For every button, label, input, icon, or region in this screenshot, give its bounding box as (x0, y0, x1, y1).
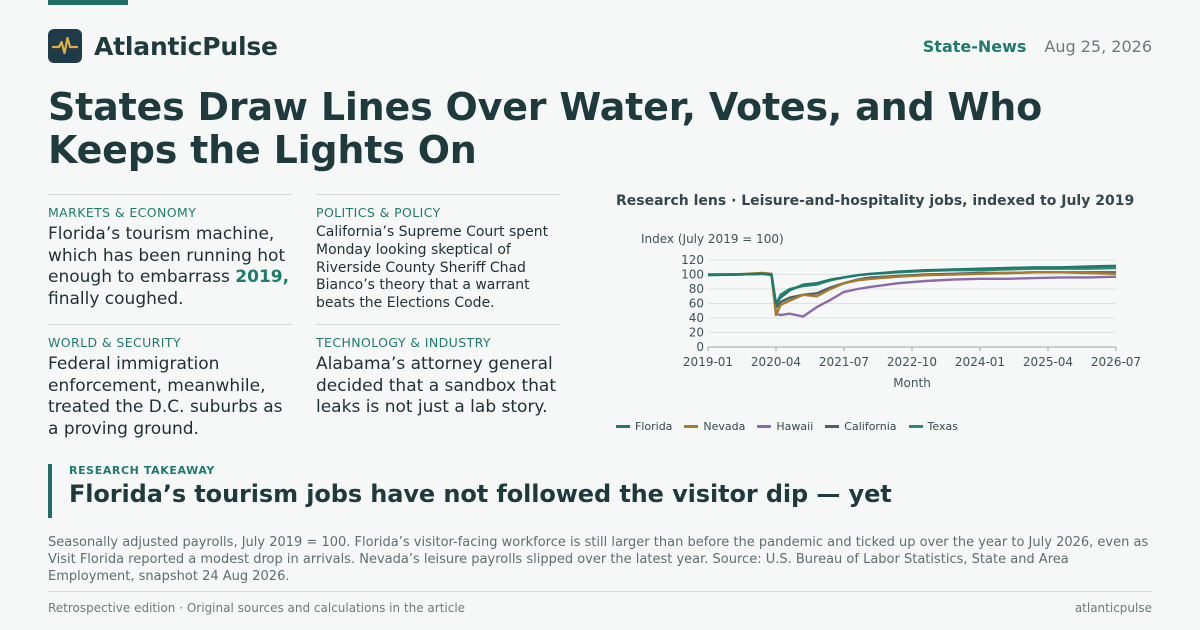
y-tick-label: 120 (681, 253, 704, 267)
accent-bar (48, 0, 128, 5)
pulse-icon (48, 29, 82, 63)
x-axis-label: Month (893, 376, 931, 390)
legend-swatch (757, 425, 772, 428)
x-tick-label: 2019-01 (683, 355, 733, 369)
brand[interactable]: AtlanticPulse (48, 29, 278, 63)
series-line-florida (707, 264, 1117, 305)
legend-swatch (908, 425, 923, 428)
chart-title: Research lens · Leisure-and-hospitality … (616, 193, 1135, 209)
brief-text: Federal immigration enforcement, meanwhi… (48, 354, 283, 440)
footer-edition: Retrospective edition · Original sources… (48, 601, 466, 615)
brief-text: California’s Supreme Court spent Monday … (316, 224, 549, 312)
legend-label: Florida (635, 420, 673, 433)
y-axis-label: Index (July 2019 = 100) (641, 232, 784, 246)
headline: States Draw Lines Over Water, Votes, and… (48, 85, 1042, 172)
x-tick-label: 2020-04 (751, 355, 801, 369)
brief-markets[interactable]: MARKETS & ECONOMY Florida’s tourism mach… (48, 194, 292, 311)
series-line-hawaii (708, 272, 1117, 318)
legend-item-nevada: Nevada (684, 420, 745, 433)
brief-kicker: WORLD & SECURITY (48, 335, 181, 350)
footer-site[interactable]: atlanticpulse (1074, 601, 1152, 615)
chart-caption: Seasonally adjusted payrolls, July 2019 … (48, 535, 1149, 584)
legend-label: Hawaii (776, 420, 814, 433)
legend-swatch (825, 425, 840, 428)
brief-kicker: MARKETS & ECONOMY (48, 205, 197, 220)
brief-highlight: 2019, (235, 267, 290, 288)
brief-technology[interactable]: TECHNOLOGY & INDUSTRY Alabama’s attorney… (316, 324, 560, 419)
legend-item-hawaii: Hawaii (757, 420, 813, 433)
x-tick-label: 2025-04 (1023, 355, 1073, 369)
legend-label: Nevada (703, 420, 746, 433)
brief-world[interactable]: WORLD & SECURITY Federal immigration enf… (48, 324, 292, 441)
legend-item-texas: Texas (908, 420, 958, 433)
footer-divider (48, 591, 1152, 592)
y-tick-label: 0 (696, 340, 704, 354)
legend-label: Texas (927, 420, 958, 433)
brand-name: AtlanticPulse (94, 31, 278, 61)
takeaway-title: Florida’s tourism jobs have not followed… (69, 480, 892, 508)
brief-text: Florida’s tourism machine, which has bee… (48, 224, 290, 310)
legend-item-california: California (825, 420, 897, 433)
research-takeaway: RESEARCH TAKEAWAY Florida’s tourism jobs… (48, 464, 1152, 518)
x-tick-label: 2022-10 (887, 355, 937, 369)
y-tick-label: 80 (689, 282, 704, 296)
x-tick-label: 2026-07 (1091, 355, 1141, 369)
legend-label: California (844, 420, 897, 433)
brief-kicker: POLITICS & POLICY (316, 205, 441, 220)
article-meta: State-News Aug 25, 2026 (923, 37, 1152, 56)
brief-kicker: TECHNOLOGY & INDUSTRY (316, 335, 491, 350)
y-tick-label: 60 (689, 297, 704, 311)
section-link[interactable]: State-News (922, 37, 1027, 56)
y-tick-label: 100 (681, 268, 704, 282)
legend-swatch (616, 425, 630, 428)
legend-swatch (684, 425, 699, 428)
y-tick-label: 40 (689, 311, 704, 325)
brief-text: Alabama’s attorney general decided that … (316, 354, 557, 418)
legend-item-florida: Florida (616, 420, 672, 433)
x-tick-label: 2021-07 (819, 355, 869, 369)
y-tick-label: 20 (689, 326, 704, 340)
takeaway-kicker: RESEARCH TAKEAWAY (69, 464, 215, 477)
publish-date: Aug 25, 2026 (1044, 37, 1152, 56)
brief-politics[interactable]: POLITICS & POLICY California’s Supreme C… (316, 194, 560, 313)
chart-legend: Florida Nevada Hawaii California Texas (616, 420, 970, 433)
x-tick-label: 2024-01 (955, 355, 1005, 369)
